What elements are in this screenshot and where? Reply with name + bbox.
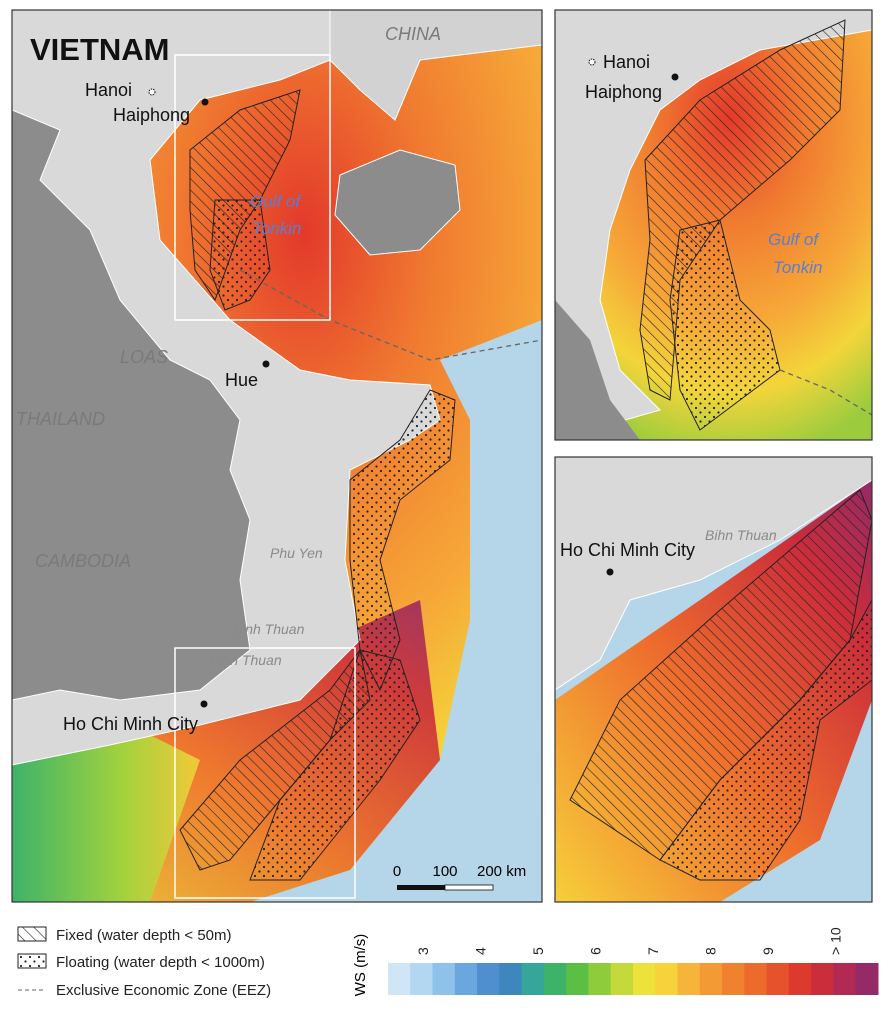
capital-marker (588, 58, 596, 66)
city-label: Hanoi (85, 80, 132, 100)
colorbar-swatch (410, 963, 434, 995)
map-title: VIETNAM (30, 32, 170, 67)
colorbar-tick-label: 7 (645, 947, 661, 955)
colorbar-tick-label: 3 (415, 947, 431, 955)
colorbar-swatch (633, 963, 656, 995)
city-marker (606, 568, 614, 576)
scale-label: 0 (393, 863, 401, 880)
colorbar-swatch (655, 963, 679, 995)
colorbar-label: WS (m/s) (352, 934, 369, 996)
country-label: CAMBODIA (35, 551, 131, 571)
scale-label: 200 km (477, 863, 526, 880)
colorbar-tick-label: 8 (703, 947, 719, 955)
colorbar-swatch (521, 963, 545, 995)
scale-bar: 0 100 200 km (393, 863, 526, 891)
colorbar-swatch (766, 963, 790, 995)
colorbar-swatch (677, 963, 701, 995)
country-label: CHINA (385, 24, 441, 44)
city-label: Haiphong (113, 105, 190, 125)
colorbar-swatch (855, 963, 879, 995)
province-label: Bihn Thuan (705, 527, 777, 543)
country-label: LOAS (120, 347, 168, 367)
capital-marker (148, 88, 156, 96)
inset-south (555, 457, 872, 902)
colorbar-swatch (699, 963, 723, 995)
legend-label: Exclusive Economic Zone (EEZ) (56, 982, 271, 999)
legend-label: Fixed (water depth < 50m) (56, 927, 232, 944)
colorbar-swatch (454, 963, 478, 995)
inset-north (555, 10, 872, 440)
gulf-label: Gulf of (768, 230, 820, 249)
gulf-label: Tonkin (252, 219, 301, 238)
colorbar-tick-label: 6 (588, 947, 604, 955)
province-label: Phu Yen (270, 545, 323, 561)
colorbar-swatch (477, 963, 500, 995)
legend: Fixed (water depth < 50m) Floating (wate… (17, 926, 271, 999)
city-label: Haiphong (585, 82, 662, 102)
colorbar-swatch (543, 963, 567, 995)
city-label: Hue (225, 370, 258, 390)
province-label: Ninh Thuan (232, 621, 305, 637)
colorbar-swatch (610, 963, 634, 995)
colorbar-swatch (788, 963, 812, 995)
colorbar-tick-label: 5 (530, 947, 546, 955)
colorbar-swatch (499, 963, 523, 995)
inset-frame (554, 456, 873, 903)
province-label: Bihn Thuan (210, 652, 282, 668)
city-marker (262, 360, 270, 368)
colorbar-swatch (432, 963, 456, 995)
city-label: Ho Chi Minh City (63, 714, 198, 734)
city-label: Hanoi (603, 52, 650, 72)
main-map (12, 10, 542, 902)
colorbar-swatch (811, 963, 834, 995)
colorbar-swatch (588, 963, 612, 995)
colorbar-swatch (833, 963, 857, 995)
colorbar-tick-label: 9 (760, 947, 776, 955)
colorbar-swatch (722, 963, 745, 995)
gulf-label: Gulf of (250, 192, 302, 211)
city-marker (671, 73, 679, 81)
colorbar-swatch (388, 963, 411, 995)
colorbar-swatch (744, 963, 768, 995)
city-marker (200, 700, 208, 708)
main-frame (11, 9, 543, 903)
colorbar: WS (m/s) 3 4 5 6 7 8 9 > 10 (352, 927, 879, 996)
country-label: THAILAND (16, 409, 105, 429)
colorbar-swatch (566, 963, 589, 995)
legend-label: Floating (water depth < 1000m) (56, 954, 265, 971)
city-marker (201, 98, 209, 106)
inset-frame (554, 9, 873, 441)
city-label: Ho Chi Minh City (560, 540, 695, 560)
gulf-label: Tonkin (773, 258, 822, 277)
scale-label: 100 (432, 863, 457, 880)
colorbar-tick-label: > 10 (828, 927, 844, 955)
colorbar-tick-label: 4 (473, 947, 489, 955)
